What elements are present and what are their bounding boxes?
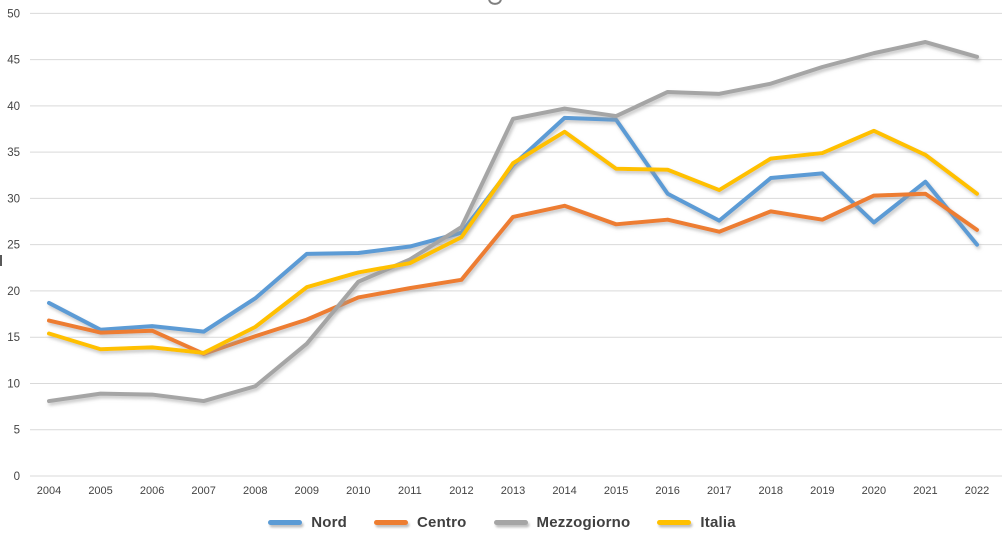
gridlines [30, 12, 1002, 477]
legend-item-centro[interactable]: Centro [374, 514, 467, 531]
x-tick-label: 2021 [913, 485, 937, 497]
y-axis-title-fragment [0, 255, 2, 266]
x-tick-label: 2010 [346, 485, 370, 497]
x-tick-label: 2016 [655, 485, 679, 497]
legend-swatch-mezzogiorno [493, 519, 528, 525]
data-series-lines [47, 40, 980, 404]
x-tick-label: 2019 [810, 485, 834, 497]
x-tick-label: 2017 [707, 485, 731, 497]
legend-swatch-centro [374, 519, 408, 525]
chart-title-fragment [488, 0, 502, 5]
legend-label: Nord [311, 513, 347, 531]
x-tick-label: 2008 [243, 485, 267, 497]
y-tick-label: 45 [7, 55, 20, 67]
y-tick-label: 10 [7, 378, 20, 390]
x-tick-label: 2007 [191, 485, 215, 497]
series-line-italia [47, 128, 980, 355]
legend-item-italia[interactable]: Italia [657, 513, 736, 531]
x-tick-label: 2022 [965, 485, 989, 497]
legend-swatch-italia [657, 519, 692, 525]
y-tick-label: 5 [14, 425, 20, 437]
legend-item-nord[interactable]: Nord [268, 514, 347, 531]
x-tick-label: 2018 [759, 485, 783, 497]
y-tick-label: 0 [14, 471, 20, 483]
y-tick-label: 20 [7, 286, 20, 298]
y-tick-label: 30 [7, 193, 20, 205]
y-tick-label: 25 [7, 240, 20, 252]
x-tick-label: 2009 [295, 485, 319, 497]
legend-label: Mezzogiorno [536, 513, 631, 531]
x-axis-tick-labels: 2004 2005 2006 2007 2008 2009 2010 2011 2012 2013… [37, 485, 989, 497]
series-line-nord [47, 115, 980, 334]
x-tick-label: 2004 [37, 485, 61, 497]
y-tick-label: 50 [7, 8, 20, 20]
x-tick-label: 2014 [552, 485, 576, 497]
series-line-mezzogiorno [47, 40, 980, 404]
legend-swatch-nord [268, 519, 303, 525]
x-tick-label: 2013 [501, 485, 525, 497]
legend-label: Centro [417, 513, 467, 531]
y-axis-tick-labels: 0 5 10 15 20 25 30 35 40 45 50 [7, 8, 20, 483]
x-tick-label: 2006 [140, 485, 164, 497]
legend-item-mezzogiorno[interactable]: Mezzogiorno [493, 513, 631, 531]
y-tick-label: 40 [7, 101, 20, 113]
x-tick-label: 2011 [398, 485, 422, 497]
y-tick-label: 15 [7, 332, 20, 344]
x-tick-label: 2012 [449, 485, 473, 497]
x-tick-label: 2020 [862, 485, 886, 497]
legend-label: Italia [700, 513, 736, 531]
x-tick-label: 2015 [604, 485, 628, 497]
y-tick-label: 35 [7, 147, 20, 159]
chart-legend: Nord Centro Mezzogiorno Italia [0, 507, 1004, 537]
x-tick-label: 2005 [88, 485, 112, 497]
